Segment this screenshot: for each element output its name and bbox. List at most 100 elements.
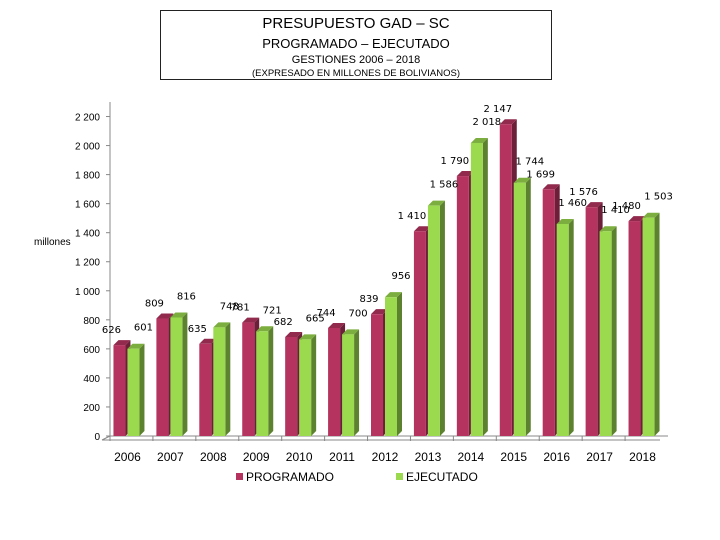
bar-top-programado xyxy=(628,216,646,222)
x-tick-label: 2012 xyxy=(372,450,399,464)
bar-top-ejecutado xyxy=(127,343,145,349)
data-label-programado: 809 xyxy=(145,299,164,310)
bar-top-ejecutado xyxy=(470,137,488,143)
x-tick-label: 2009 xyxy=(243,450,270,464)
bar-top-programado xyxy=(156,313,174,319)
bar-ejecutado xyxy=(470,142,483,437)
legend-swatch xyxy=(236,473,243,480)
data-label-programado: 2 147 xyxy=(483,104,512,115)
bar-side-ejecutado xyxy=(225,322,231,436)
bar-side-ejecutado xyxy=(568,218,574,436)
bar-top-ejecutado xyxy=(427,200,445,206)
y-tick-label: 2 200 xyxy=(75,113,100,124)
y-tick-label: 2 000 xyxy=(75,142,100,153)
data-label-ejecutado: 1 503 xyxy=(644,192,673,203)
data-label-programado: 839 xyxy=(359,294,378,305)
legend: PROGRAMADO EJECUTADO xyxy=(236,470,478,484)
data-label-ejecutado: 700 xyxy=(349,308,368,319)
bar-ejecutado xyxy=(427,205,440,436)
data-label-ejecutado: 956 xyxy=(391,271,410,282)
x-tick-label: 2017 xyxy=(586,450,613,464)
bar-ejecutado xyxy=(127,348,140,436)
y-tick-label: 600 xyxy=(83,345,100,356)
data-label-programado: 1 790 xyxy=(441,156,470,167)
bar-ejecutado xyxy=(385,297,397,436)
data-label-programado: 1 699 xyxy=(526,169,555,180)
bar-ejecutado xyxy=(213,327,226,436)
x-tick-label: 2006 xyxy=(114,450,141,464)
x-tick-label: 2007 xyxy=(157,450,184,464)
chart-unit-note: (EXPRESADO EN MILLONES DE BOLIVIANOS) xyxy=(252,68,460,79)
data-label-ejecutado: 665 xyxy=(306,313,325,324)
bar-ejecutado xyxy=(170,317,183,436)
bar-side-ejecutado xyxy=(139,343,145,436)
bar-ejecutado xyxy=(513,182,526,436)
bar-top-programado xyxy=(328,322,346,328)
data-label-ejecutado: 748 xyxy=(220,301,239,312)
bar-top-programado xyxy=(499,119,517,125)
bar-top-programado xyxy=(542,184,560,190)
bar-top-ejecutado xyxy=(513,177,531,183)
y-tick-label: 0 xyxy=(94,432,100,443)
bar-top-ejecutado xyxy=(213,322,231,328)
x-tick-label: 2010 xyxy=(286,450,313,464)
bar-top-ejecutado xyxy=(556,218,574,224)
data-label-programado: 781 xyxy=(231,303,250,314)
data-label-programado: 626 xyxy=(102,325,121,336)
bar-top-ejecutado xyxy=(385,292,402,298)
y-tick-label: 1 000 xyxy=(75,287,100,298)
chart-period: GESTIONES 2006 – 2018 xyxy=(291,54,421,66)
bar-top-ejecutado xyxy=(342,329,360,335)
bar-top-ejecutado xyxy=(299,334,317,340)
bar-side-ejecutado xyxy=(311,334,317,436)
bar-side-ejecutado xyxy=(268,326,274,436)
legend-entry: EJECUTADO xyxy=(406,470,478,484)
bar-top-programado xyxy=(199,338,217,344)
bar-side-ejecutado xyxy=(182,312,188,436)
bar-programado xyxy=(242,322,255,436)
y-tick-label: 200 xyxy=(83,403,100,414)
bar-side-ejecutado xyxy=(439,200,445,436)
bar-top-ejecutado xyxy=(599,226,617,232)
x-tick-label: 2018 xyxy=(629,450,656,464)
bar-ejecutado xyxy=(299,339,312,436)
data-label-ejecutado: 1 744 xyxy=(515,157,544,168)
bar-side-ejecutado xyxy=(525,177,531,436)
chart-title: PRESUPUESTO GAD – SC xyxy=(262,15,450,32)
bar-ejecutado xyxy=(599,231,612,436)
x-tick-label: 2011 xyxy=(329,450,355,464)
bar-programado xyxy=(199,343,212,436)
x-tick-label: 2014 xyxy=(457,450,484,464)
bar-ejecutado xyxy=(642,217,655,436)
legend-entry: PROGRAMADO xyxy=(246,470,334,484)
chart-subtitle: PROGRAMADO – EJECUTADO xyxy=(262,36,450,51)
bar-programado xyxy=(328,327,341,436)
bar-ejecutado xyxy=(342,334,355,436)
y-tick-label: 1 200 xyxy=(75,258,100,269)
bar-side-ejecutado xyxy=(482,137,488,437)
bar-top-programado xyxy=(242,317,260,323)
x-tick-label: 2013 xyxy=(415,450,442,464)
legend-swatch xyxy=(396,473,403,480)
title-box: PRESUPUESTO GAD – SC PROGRAMADO – EJECUT… xyxy=(160,10,552,80)
bar-programado xyxy=(456,176,469,437)
bar-programado xyxy=(113,345,126,436)
bar-top-programado xyxy=(585,202,603,208)
bar-programado xyxy=(156,318,169,436)
bar-programado xyxy=(413,231,426,436)
y-tick-label: 1 400 xyxy=(75,229,100,240)
data-label-ejecutado: 816 xyxy=(177,292,196,303)
bar-top-programado xyxy=(285,331,303,337)
data-label-programado: 744 xyxy=(317,308,336,319)
y-tick-label: 1 600 xyxy=(75,200,100,211)
bar-programado xyxy=(499,124,512,436)
bar-top-programado xyxy=(371,309,388,315)
data-label-ejecutado: 1 410 xyxy=(601,205,630,216)
data-label-programado: 1 480 xyxy=(612,201,641,212)
x-tick-label: 2015 xyxy=(500,450,527,464)
data-label-programado: 1 410 xyxy=(398,211,427,222)
bar-top-ejecutado xyxy=(256,326,274,332)
y-tick-label: 1 800 xyxy=(75,171,100,182)
